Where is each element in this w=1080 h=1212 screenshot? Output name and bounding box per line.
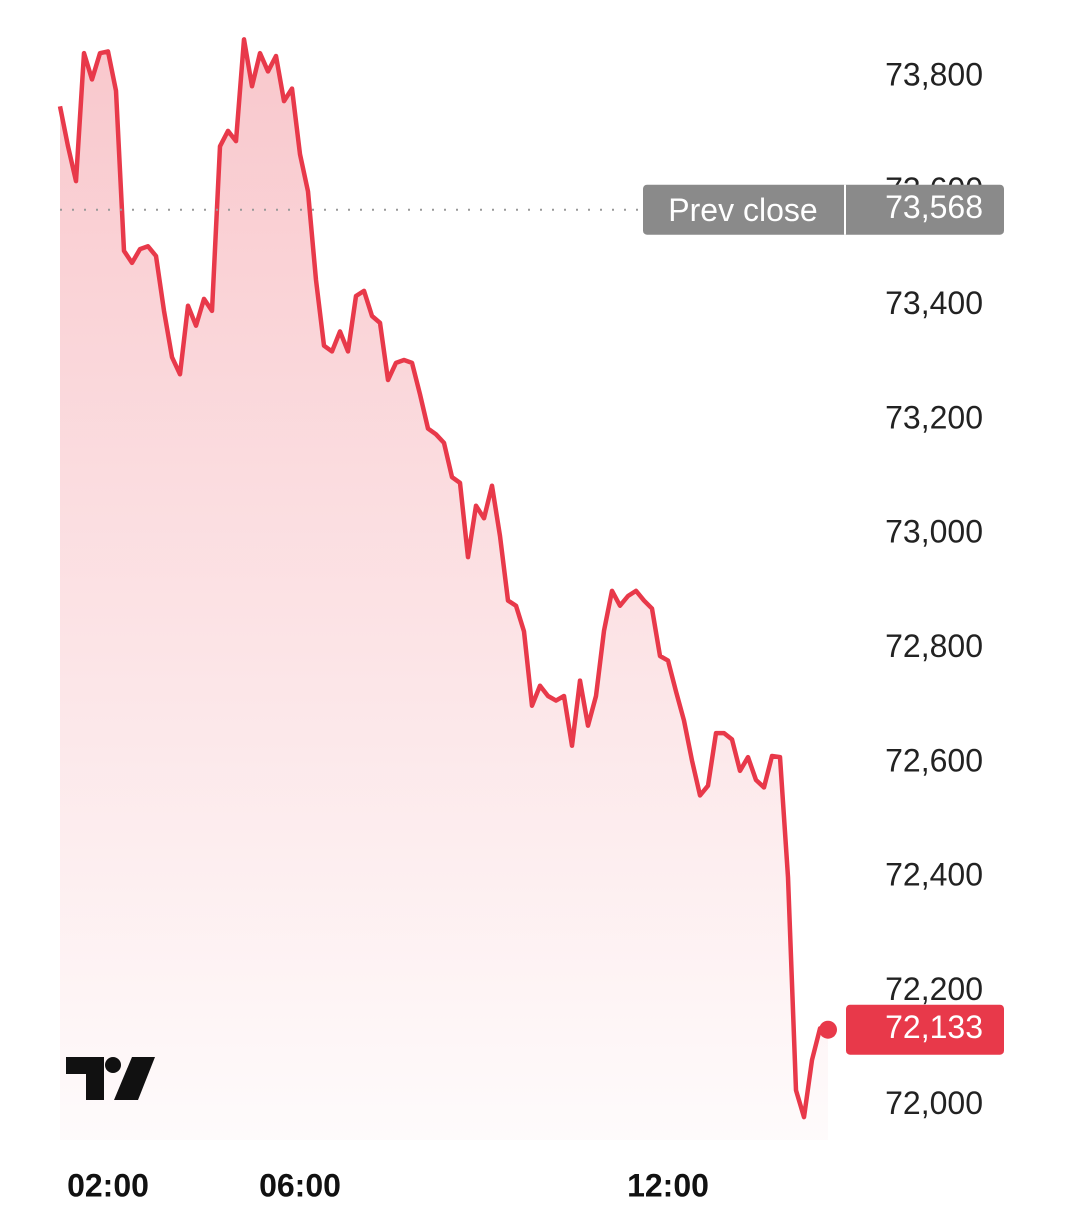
x-tick-label: 02:00 <box>67 1167 149 1203</box>
y-tick-label: 72,400 <box>885 857 983 893</box>
y-tick-label: 73,800 <box>885 57 983 93</box>
last-price-value: 72,133 <box>885 1009 983 1045</box>
x-tick-label: 12:00 <box>627 1167 709 1203</box>
logo-part <box>105 1057 121 1073</box>
y-tick-label: 72,000 <box>885 1085 983 1121</box>
y-tick-label: 72,600 <box>885 742 983 778</box>
price-line <box>57 37 829 1120</box>
y-axis: 72,000 72,200 72,400 72,600 72,800 73,000 73,2… <box>67 57 983 1204</box>
prev-close-label: Prev close <box>668 192 817 228</box>
prev-close-value: 73,568 <box>885 189 983 225</box>
y-tick-label: 73,200 <box>885 399 983 435</box>
logo-part <box>66 1057 104 1100</box>
last-price-badge <box>846 1004 1004 1055</box>
logo <box>66 1057 155 1100</box>
overlay: Prev close 73,568 72,133 <box>60 184 1004 1055</box>
y-tick-label: 72,200 <box>885 971 983 1007</box>
y-tick-label: 73,000 <box>885 514 983 550</box>
plot <box>57 37 837 1140</box>
x-tick-label: 06:00 <box>259 1167 341 1203</box>
area-fill <box>60 39 828 1140</box>
logo-part <box>114 1057 155 1100</box>
y-tick-label: 72,800 <box>885 628 983 664</box>
prev-close-badge <box>643 184 1004 235</box>
last-point <box>819 1020 837 1039</box>
y-tick-label: 73,400 <box>885 285 983 321</box>
